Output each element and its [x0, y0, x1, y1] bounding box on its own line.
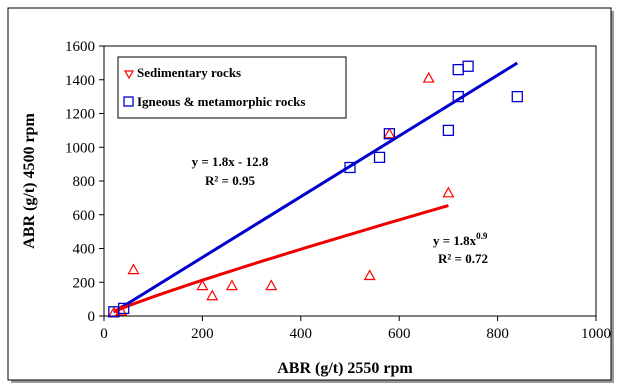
x-tick-label: 400 [290, 326, 313, 342]
red-trend-equation: y = 1.8x0.9 [433, 231, 488, 248]
igneous-point [442, 124, 455, 137]
igneous-point [462, 60, 474, 72]
y-tick-label: 600 [73, 208, 96, 224]
igneous-point [452, 90, 464, 103]
red-trend-equation-exponent: 0.9 [476, 231, 488, 241]
y-tick-label: 0 [88, 309, 96, 325]
sedimentary-point [422, 71, 435, 83]
sedimentary-point [196, 279, 209, 291]
sedimentary-point [127, 263, 140, 275]
y-axis-ticks: 0 200 400 600 800 1000 1200 1400 1600 [65, 39, 104, 325]
x-tick-label: 200 [191, 326, 214, 342]
y-tick-label: 1200 [65, 107, 95, 123]
y-tick-label: 800 [73, 174, 96, 190]
igneous-point [118, 302, 130, 315]
y-tick-label: 200 [73, 275, 96, 291]
sedimentary-point [265, 279, 278, 291]
y-tick-label: 1600 [65, 39, 95, 55]
red-trend-equation-base: y = 1.8x [433, 233, 477, 248]
sedimentary-point [206, 289, 219, 301]
y-axis-title: ABR (g/t) 4500 rpm [21, 113, 38, 249]
legend-label-igneous: Igneous & metamorphic rocks [137, 94, 305, 109]
sedimentary-point [225, 279, 238, 291]
sedimentary-point [383, 127, 396, 139]
legend-triangle-icon [123, 70, 135, 80]
x-axis-ticks: 0 200 400 600 800 1000 [100, 316, 611, 342]
trendline-linear [113, 61, 519, 314]
blue-trend-r2: R² = 0.95 [205, 173, 255, 188]
sedimentary-point [442, 186, 455, 198]
x-tick-label: 0 [100, 326, 108, 342]
legend: Sedimentary rocks Igneous & metamorphic … [117, 56, 347, 119]
blue-trend-equation: y = 1.8x - 12.8 [192, 154, 269, 169]
trendlines [113, 61, 519, 314]
igneous-point [344, 161, 356, 174]
red-trend-r2: R² = 0.72 [438, 251, 488, 266]
x-tick-label: 600 [388, 326, 411, 342]
legend-label-sedimentary: Sedimentary rocks [137, 65, 241, 80]
x-tick-label: 800 [486, 326, 509, 342]
y-tick-label: 400 [73, 242, 96, 258]
igneous-point [373, 151, 386, 164]
y-tick-label: 1000 [65, 140, 95, 156]
x-tick-label: 1000 [581, 326, 611, 342]
legend-box [117, 56, 347, 119]
y-tick-label: 1400 [65, 73, 95, 89]
trendline-power [113, 204, 449, 313]
igneous-point [383, 128, 396, 140]
x-axis-title: ABR (g/t) 2550 rpm [277, 360, 413, 377]
sedimentary-point [363, 269, 376, 281]
data-points [107, 60, 523, 318]
legend-square-icon [123, 96, 134, 107]
igneous-point [511, 90, 523, 103]
